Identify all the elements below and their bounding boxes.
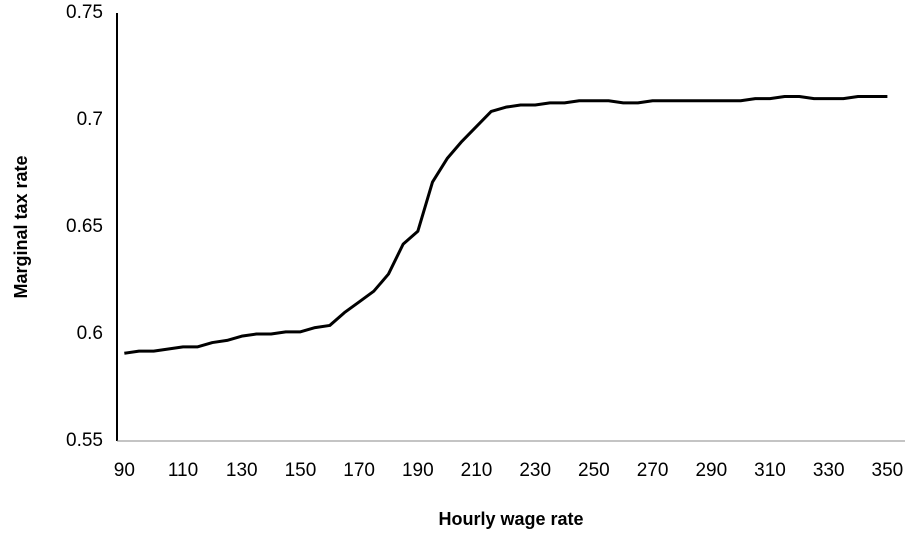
- x-tick-label: 190: [402, 460, 434, 481]
- y-tick-label: 0.55: [66, 430, 103, 451]
- y-axis-title: Marginal tax rate: [11, 155, 31, 298]
- y-tick-label: 0.75: [66, 2, 103, 23]
- x-axis-title: Hourly wage rate: [438, 509, 583, 529]
- x-tick-label: 130: [226, 460, 258, 481]
- x-tick-label: 170: [343, 460, 375, 481]
- y-tick-label: 0.65: [66, 216, 103, 237]
- y-tick-label: 0.6: [77, 323, 103, 344]
- line: [124, 94, 888, 355]
- x-tick-label: 90: [114, 460, 135, 481]
- x-tick-label: 210: [461, 460, 493, 481]
- x-tick-label: 330: [813, 460, 845, 481]
- x-tick-label: 290: [695, 460, 727, 481]
- x-tick-label: 110: [168, 460, 198, 481]
- x-tick-label: 150: [285, 460, 317, 481]
- x-tick-label: 350: [872, 460, 904, 481]
- x-tick-label: 250: [578, 460, 610, 481]
- x-tick-label: 270: [637, 460, 669, 481]
- y-tick-label: 0.7: [77, 109, 103, 130]
- x-tick-label: 230: [519, 460, 551, 481]
- x-tick-label: 310: [754, 460, 786, 481]
